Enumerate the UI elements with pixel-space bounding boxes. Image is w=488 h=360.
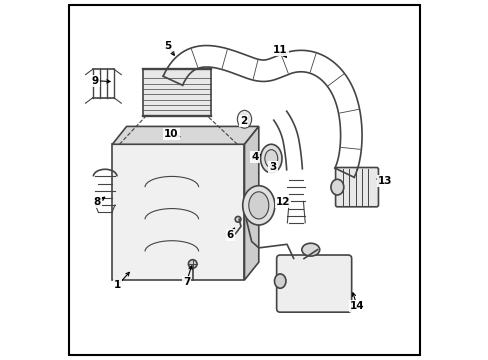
Text: 13: 13 xyxy=(377,176,391,186)
Ellipse shape xyxy=(260,144,282,173)
Text: 5: 5 xyxy=(164,41,171,51)
Text: 3: 3 xyxy=(269,162,276,172)
Ellipse shape xyxy=(237,111,251,128)
Ellipse shape xyxy=(248,192,268,219)
FancyBboxPatch shape xyxy=(335,167,378,207)
Ellipse shape xyxy=(274,274,285,288)
Polygon shape xyxy=(112,126,258,144)
Text: 12: 12 xyxy=(275,197,290,207)
Text: 8: 8 xyxy=(94,197,101,207)
Polygon shape xyxy=(244,126,258,280)
Text: 10: 10 xyxy=(163,129,178,139)
Text: 9: 9 xyxy=(92,76,99,86)
Text: 14: 14 xyxy=(349,301,364,311)
Ellipse shape xyxy=(264,150,277,167)
Bar xyxy=(142,69,210,116)
Text: 6: 6 xyxy=(226,230,233,240)
Ellipse shape xyxy=(235,216,241,222)
Ellipse shape xyxy=(330,179,343,195)
Ellipse shape xyxy=(242,186,274,225)
FancyBboxPatch shape xyxy=(276,255,351,312)
FancyBboxPatch shape xyxy=(112,144,244,280)
Text: 7: 7 xyxy=(183,277,190,287)
Ellipse shape xyxy=(301,243,319,256)
Ellipse shape xyxy=(188,260,197,268)
Text: 1: 1 xyxy=(114,280,121,291)
Text: 11: 11 xyxy=(272,45,287,55)
Text: 4: 4 xyxy=(251,152,258,162)
Text: 2: 2 xyxy=(239,116,246,126)
